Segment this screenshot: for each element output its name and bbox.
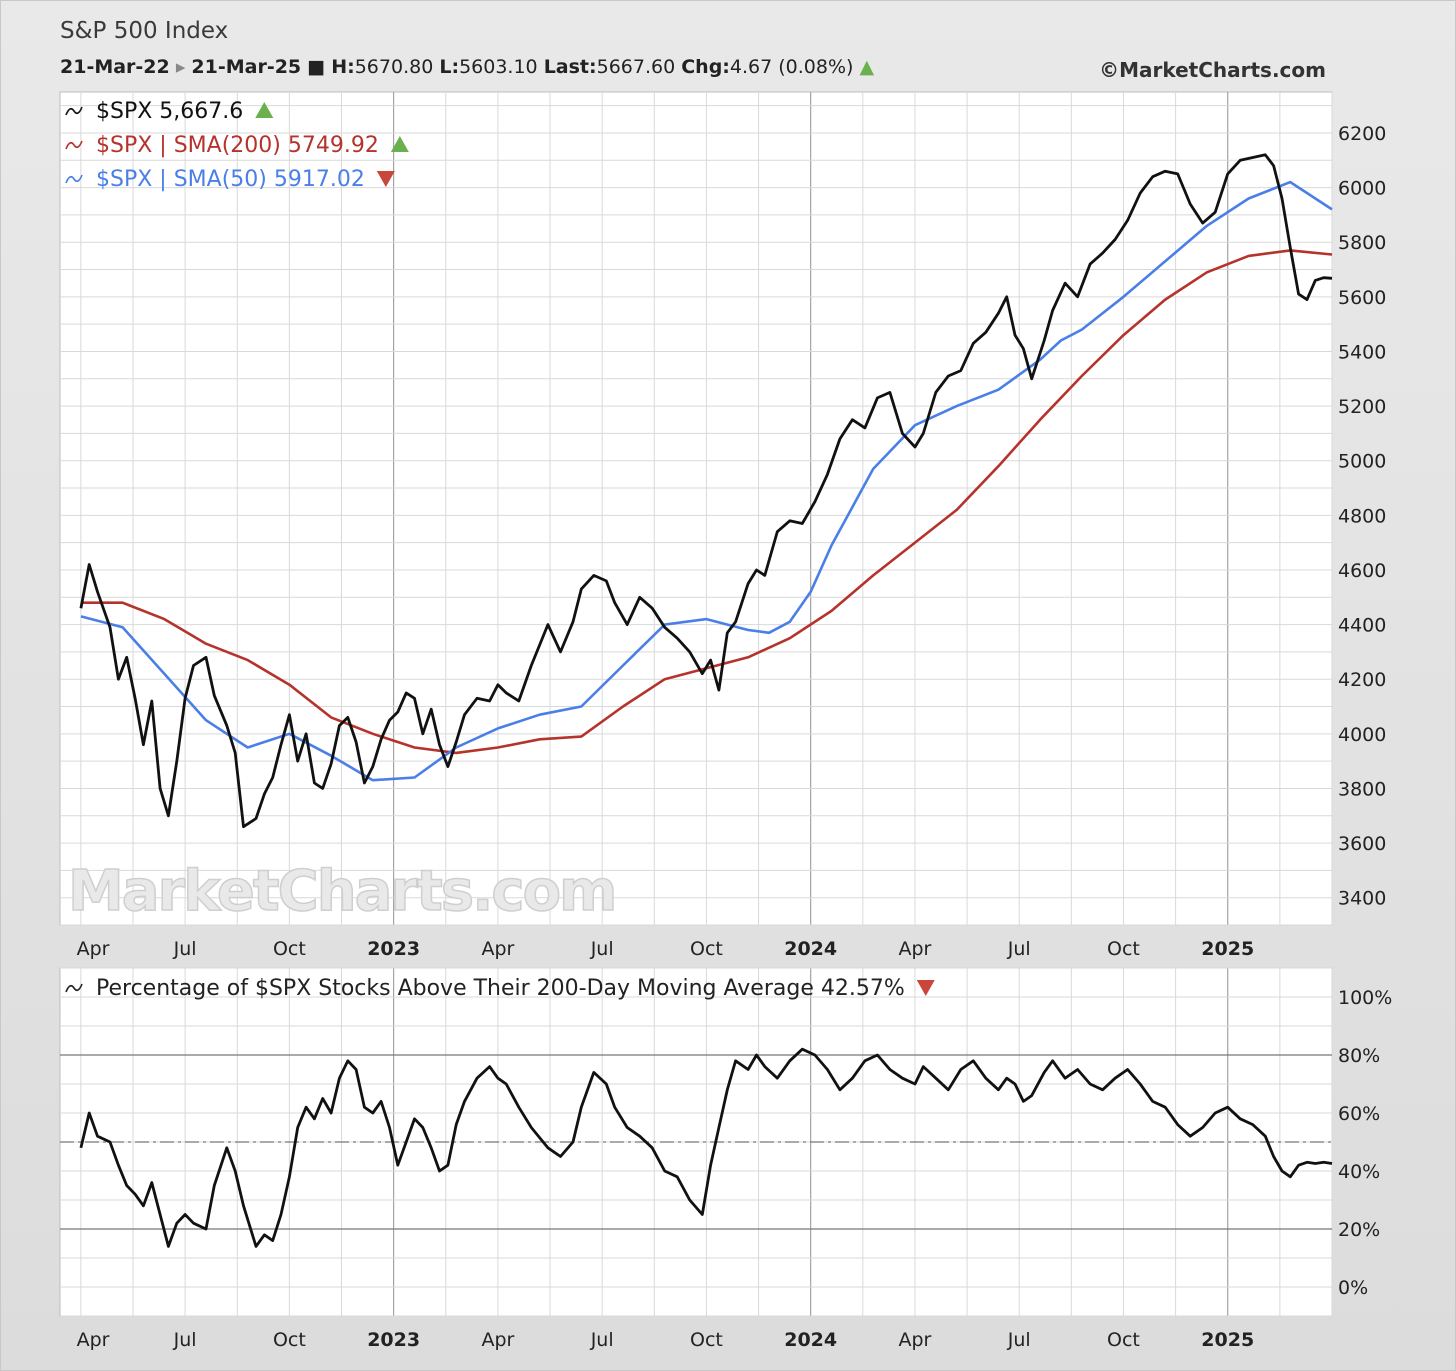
x-tick-label: Oct — [1107, 1329, 1140, 1351]
x-tick-label: Jul — [173, 1329, 197, 1351]
x-tick-label: Oct — [690, 1329, 723, 1351]
separator-icon: ■ — [307, 56, 326, 78]
legend-line-icon — [65, 140, 83, 150]
range-arrow-icon: ▸ — [175, 56, 186, 78]
indicator-down-arrow-icon — [916, 980, 935, 996]
x-tick-label: 2024 — [784, 938, 837, 960]
y-tick-label: 4400 — [1338, 615, 1386, 637]
x-tick-label: Jul — [173, 938, 197, 960]
high-value: 5670.80 — [354, 56, 434, 78]
up-arrow-icon: ▲ — [859, 56, 875, 78]
main-panel — [59, 91, 1333, 926]
high-label: H: — [331, 56, 355, 78]
y-tick-label: 5400 — [1338, 341, 1386, 363]
watermark: MarketCharts.com — [68, 859, 615, 924]
y-tick-label: 4800 — [1338, 505, 1386, 527]
x-tick-label: Oct — [690, 938, 723, 960]
indicator-title: Percentage of $SPX Stocks Above Their 20… — [96, 976, 905, 1001]
last-value: 5667.60 — [596, 56, 676, 78]
x-tick-label: Apr — [77, 938, 110, 960]
y-tick-label: 5600 — [1338, 287, 1386, 309]
last-label: Last: — [543, 56, 597, 78]
y-tick-label: 5200 — [1338, 396, 1386, 418]
y-tick-label: 4600 — [1338, 560, 1386, 582]
x-tick-label: Apr — [481, 938, 514, 960]
low-value: 5603.10 — [459, 56, 538, 78]
chart-title: S&P 500 Index — [60, 18, 229, 44]
y-tick-label: 5800 — [1338, 232, 1386, 254]
copyright: ©MarketCharts.com — [1099, 58, 1326, 82]
sma50-line — [80, 180, 1333, 782]
y-tick-label: 4000 — [1338, 724, 1386, 746]
y-tick-label: 3400 — [1338, 888, 1386, 910]
x-tick-label: Apr — [899, 1329, 932, 1351]
x-tick-label: 2025 — [1201, 1329, 1254, 1351]
y-tick-label: 80% — [1338, 1045, 1380, 1067]
x-tick-label: 2024 — [784, 1329, 837, 1351]
x-tick-label: Apr — [899, 938, 932, 960]
legend-down-arrow-icon — [376, 171, 395, 187]
y-tick-label: 6200 — [1338, 123, 1386, 145]
price-line — [79, 153, 1333, 829]
y-tick-label: 0% — [1338, 1277, 1368, 1299]
x-tick-label: Apr — [77, 1329, 110, 1351]
y-tick-label: 6000 — [1338, 178, 1386, 200]
legend-line-icon — [65, 983, 83, 993]
y-tick-label: 60% — [1338, 1103, 1380, 1125]
y-tick-label: 3800 — [1338, 778, 1386, 800]
x-tick-label: Jul — [590, 938, 614, 960]
legend-label: $SPX | SMA(200) 5749.92 — [96, 133, 379, 158]
chg-label: Chg: — [681, 56, 730, 78]
y-tick-label: 5000 — [1338, 451, 1386, 473]
x-tick-label: 2023 — [367, 938, 420, 960]
low-label: L: — [439, 56, 460, 78]
x-tick-label: Jul — [1007, 1329, 1031, 1351]
x-tick-label: Jul — [1007, 938, 1031, 960]
x-tick-label: 2025 — [1201, 938, 1254, 960]
y-tick-label: 3600 — [1338, 833, 1386, 855]
y-tick-label: 20% — [1338, 1219, 1380, 1241]
stats-line: 21-Mar-22 ▸ 21-Mar-25 ■ H:5670.80 L:5603… — [60, 56, 874, 78]
x-tick-label: Jul — [590, 1329, 614, 1351]
legend-label: $SPX | SMA(50) 5917.02 — [96, 167, 365, 192]
x-tick-label: 2023 — [367, 1329, 420, 1351]
y-tick-label: 4200 — [1338, 669, 1386, 691]
y-tick-label: 40% — [1338, 1161, 1380, 1183]
legend-line-icon — [65, 106, 83, 116]
chg-value: 4.67 (0.08%) — [729, 56, 854, 78]
legend-line-icon — [65, 174, 83, 184]
legend-up-arrow-icon — [255, 102, 274, 118]
legend-label: $SPX 5,667.6 — [96, 99, 243, 124]
breadth-line — [79, 1047, 1333, 1248]
x-tick-label: Oct — [273, 938, 306, 960]
legend-up-arrow-icon — [390, 136, 409, 152]
date-start: 21-Mar-22 — [60, 56, 170, 78]
x-tick-label: Apr — [481, 1329, 514, 1351]
date-end: 21-Mar-25 — [191, 56, 302, 78]
x-tick-label: Oct — [273, 1329, 306, 1351]
x-tick-label: Oct — [1107, 938, 1140, 960]
y-tick-label: 100% — [1338, 987, 1392, 1009]
